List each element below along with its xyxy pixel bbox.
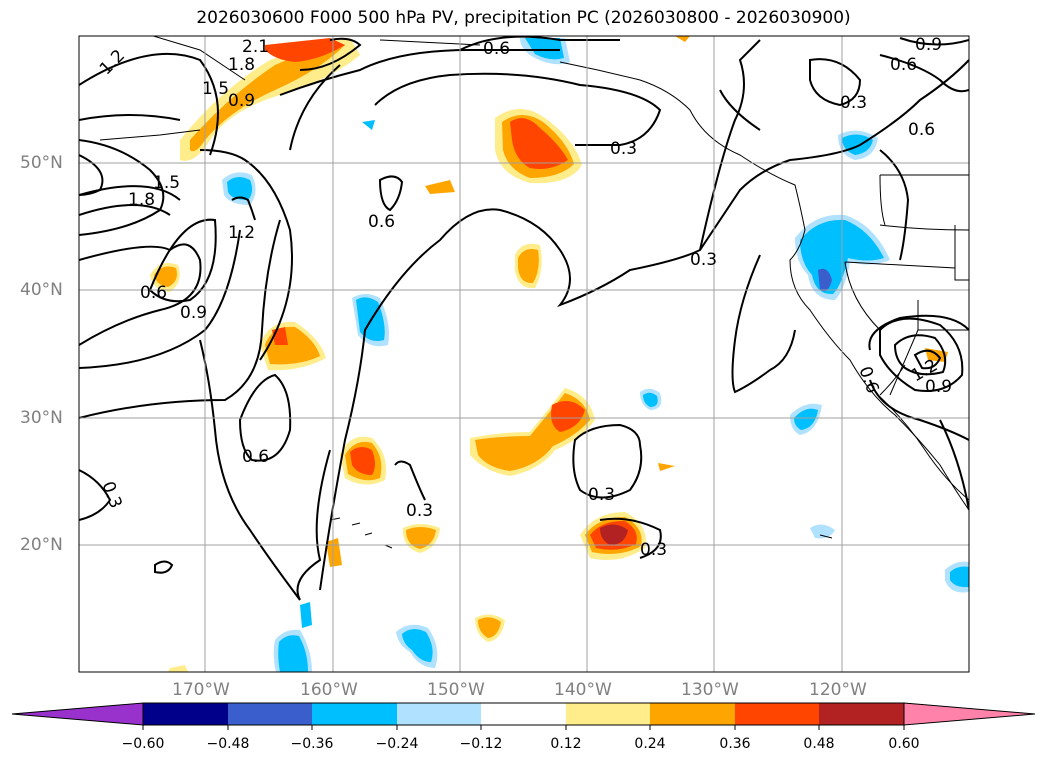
contour-label: 1.5: [202, 79, 229, 99]
colorbar-segment: [143, 703, 228, 725]
colorbar-segment: [650, 703, 735, 725]
contour-label: 0.6: [890, 55, 917, 75]
contour-label: 0.6: [242, 447, 269, 467]
colorbar-tick-label: 0.24: [634, 736, 666, 752]
colorbar-tick-label: −0.12: [459, 736, 503, 752]
contour-label: 1.2: [228, 223, 255, 243]
pv-contour-labels: 1.2 2.1 1.8 1.5 0.9 0.6 0.9 0.6 0.3 0.6 …: [96, 35, 952, 560]
lat-label-40: 40°N: [20, 280, 63, 300]
colorbar-tick-label: −0.24: [375, 736, 419, 752]
colorbar-segment: [819, 703, 904, 725]
contour-label: 0.3: [690, 250, 717, 270]
lon-label-120w: 120°W: [809, 680, 867, 700]
colorbar-tick-label: −0.36: [290, 736, 334, 752]
contour-label: 0.3: [588, 485, 615, 505]
contour-label: 0.3: [840, 93, 867, 113]
contour-label: 1.5: [153, 173, 180, 193]
pv-contours: [79, 36, 969, 601]
lon-label-150w: 150°W: [427, 680, 485, 700]
lat-label-20: 20°N: [20, 535, 63, 555]
contour-label: 0.9: [180, 303, 207, 323]
lon-label-140w: 140°W: [554, 680, 612, 700]
lon-label-170w: 170°W: [172, 680, 230, 700]
contour-label: 0.6: [483, 39, 510, 59]
colorbar-frame: [142, 702, 905, 726]
lat-label-30: 30°N: [20, 408, 63, 428]
colorbar-tick-label: −0.60: [121, 736, 165, 752]
colorbar-tick-label: 0.12: [550, 736, 582, 752]
map-layer: [79, 36, 969, 672]
colorbar: [11, 702, 1036, 730]
lat-label-50: 50°N: [20, 153, 63, 173]
graticule: [79, 36, 969, 672]
contour-label: 0.6: [368, 212, 395, 232]
colorbar-tick-label: 0.60: [888, 736, 920, 752]
contour-label: 0.6: [140, 283, 167, 303]
lon-label-130w: 130°W: [681, 680, 739, 700]
colorbar-tick-label: 0.36: [719, 736, 751, 752]
map-frame: [78, 35, 970, 673]
coastlines: [99, 36, 969, 549]
colorbar-segment: [397, 703, 481, 725]
contour-label: 1.8: [228, 55, 255, 75]
contour-label: 0.9: [228, 91, 255, 111]
figure-title: 2026030600 F000 500 hPa PV, precipitatio…: [196, 8, 851, 28]
colorbar-extend-low: [11, 702, 144, 726]
colorbar-segment: [566, 703, 650, 725]
contour-label: 0.6: [908, 120, 935, 140]
contour-label: 0.9: [915, 35, 942, 55]
colorbar-tick-label: −0.48: [206, 736, 250, 752]
colorbar-segment: [312, 703, 397, 725]
contour-label: 0.3: [406, 501, 433, 521]
colorbar-extend-high: [903, 702, 1036, 726]
lon-label-160w: 160°W: [300, 680, 358, 700]
contour-label: 1.8: [128, 190, 155, 210]
colorbar-segment: [735, 703, 819, 725]
colorbar-segment: [228, 703, 312, 725]
colorbar-tick-label: 0.48: [803, 736, 835, 752]
contour-label: 2.1: [242, 37, 269, 57]
contour-label: 0.3: [640, 540, 667, 560]
contour-label: 0.9: [925, 377, 952, 397]
contour-label: 0.3: [610, 139, 637, 159]
colorbar-segment: [481, 703, 566, 725]
